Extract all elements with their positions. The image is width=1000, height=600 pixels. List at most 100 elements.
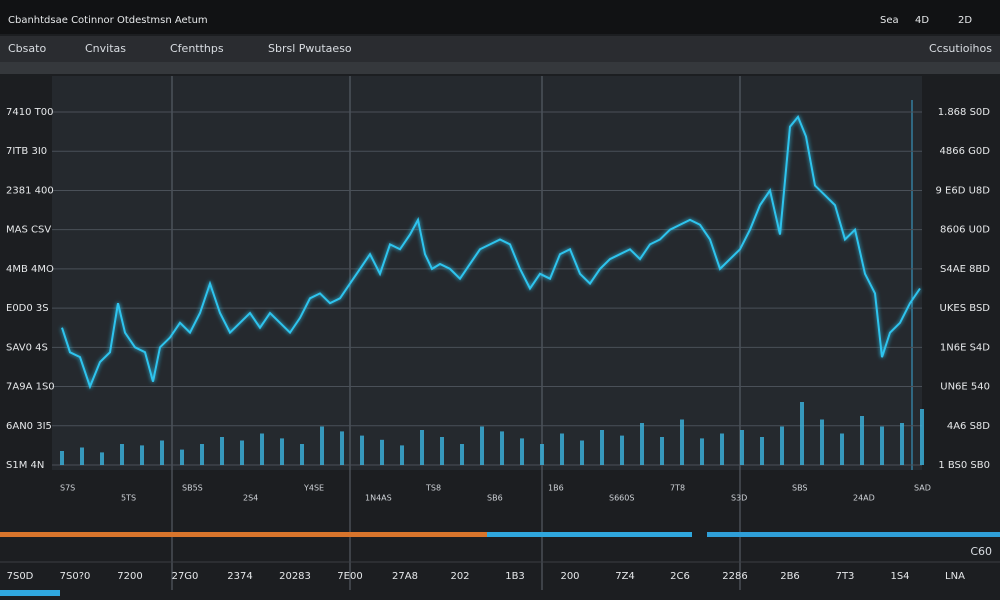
y2-tick-label: UKES BSD xyxy=(940,303,991,314)
price-line xyxy=(61,114,921,390)
timeline-label: 7S0D xyxy=(7,571,34,582)
x-tick-label: 1N4AS xyxy=(365,494,392,503)
y2-tick-label: 1N6E S4D xyxy=(940,342,990,353)
volume-bar xyxy=(460,444,464,465)
volume-bar xyxy=(640,423,644,465)
x-tick-label: 24AD xyxy=(853,494,875,503)
volume-bar xyxy=(380,439,384,465)
volume-bar xyxy=(100,452,104,465)
volume-bar xyxy=(880,426,884,465)
volume-bar xyxy=(140,445,144,465)
volume-bar xyxy=(560,433,564,465)
timeline-label: 2C6 xyxy=(670,571,690,582)
x-tick-label: Y4SE xyxy=(303,484,324,493)
timeline-bar-blue xyxy=(707,532,1000,537)
volume-bar xyxy=(860,416,864,465)
volume-bar xyxy=(900,423,904,465)
volume-bar xyxy=(300,444,304,465)
volume-bar xyxy=(720,433,724,465)
volume-bar xyxy=(360,435,364,465)
volume-bar xyxy=(220,437,224,465)
y-tick-label: 2381 400 xyxy=(6,185,54,196)
volume-bar xyxy=(240,440,244,465)
y-tick-label: SAV0 4S xyxy=(6,342,48,353)
x-tick-label: 5TS xyxy=(121,494,136,503)
volume-bar xyxy=(440,437,444,465)
volume-bar xyxy=(160,440,164,465)
volume-bar xyxy=(420,430,424,465)
timeline-label: 20283 xyxy=(279,571,311,582)
x-tick-label: TS8 xyxy=(425,484,441,493)
timeline-right-label: C60 xyxy=(970,545,992,558)
timeline-label: 2B6 xyxy=(780,571,800,582)
timeline-label: 2286 xyxy=(722,571,747,582)
volume-bar xyxy=(620,435,624,465)
timeline-label: 27A8 xyxy=(392,571,418,582)
x-tick-label: SAD xyxy=(914,484,931,493)
y-tick-label: S1M 4N xyxy=(6,460,44,471)
volume-bar xyxy=(280,438,284,465)
app-title: Cbanhtdsae Cotinnor Otdestmsn Aetum xyxy=(8,15,208,26)
menu-item[interactable]: Sea xyxy=(880,15,899,26)
y2-tick-label: 1.868 S0D xyxy=(938,107,991,118)
toolbar-strip xyxy=(0,62,1000,74)
volume-bar xyxy=(60,451,64,465)
timeline-label: 7S0?0 xyxy=(60,571,91,582)
volume-bar xyxy=(760,437,764,465)
x-tick-label: 1B6 xyxy=(548,484,564,493)
v-grid xyxy=(171,76,913,590)
volume-bar xyxy=(260,433,264,465)
volume-bar xyxy=(540,444,544,465)
tab[interactable]: Cfentthps xyxy=(170,42,224,55)
y-tick-label: 7ITB 3I0 xyxy=(6,146,47,157)
timeline-label: 1B3 xyxy=(505,571,525,582)
menu-item[interactable]: 2D xyxy=(958,15,972,26)
volume-bar xyxy=(320,426,324,465)
y-tick-label: 7A9A 1S0 xyxy=(6,382,55,393)
y2-tick-label: UN6E 540 xyxy=(940,382,990,393)
tab[interactable]: Ccsutioihos xyxy=(929,42,992,55)
timeline-bar-blue xyxy=(487,532,692,537)
volume-bar xyxy=(580,440,584,465)
y2-tick-label: 1 BS0 SB0 xyxy=(938,460,990,471)
timeline-label: 7Z4 xyxy=(615,571,635,582)
plot-area xyxy=(52,76,922,470)
y-tick-label: MAS CSV xyxy=(6,225,51,236)
x-tick-label: SBS xyxy=(792,484,808,493)
volume-bar xyxy=(600,430,604,465)
volume-bar xyxy=(780,426,784,465)
menubar xyxy=(0,0,1000,34)
tab[interactable]: Sbrsl Pwutaeso xyxy=(268,42,352,55)
y2-tick-label: 4A6 S8D xyxy=(947,421,990,432)
y2-tick-label: 4866 G0D xyxy=(940,146,991,157)
timeline-label: LNA xyxy=(945,571,965,582)
volume-bar xyxy=(680,419,684,465)
timeline-label: 202 xyxy=(450,571,469,582)
timeline-label: 7E00 xyxy=(337,571,362,582)
x-tick-label: 2S4 xyxy=(243,494,258,503)
volume-bar xyxy=(840,433,844,465)
y2-tick-label: S4AE 8BD xyxy=(940,264,990,275)
volume-bar xyxy=(480,426,484,465)
tab-bar xyxy=(0,36,1000,62)
timeline-label: 7200 xyxy=(117,571,142,582)
tab[interactable]: Cbsato xyxy=(8,42,46,55)
volume-bar xyxy=(700,438,704,465)
y2-tick-label: 8606 U0D xyxy=(940,225,990,236)
x-tick-label: SB6 xyxy=(487,494,503,503)
tab[interactable]: Cnvitas xyxy=(85,42,126,55)
volume-bar xyxy=(80,447,84,465)
timeline-label: 200 xyxy=(560,571,579,582)
volume-bar xyxy=(500,431,504,465)
volume-bar xyxy=(820,419,824,465)
menu-item[interactable]: 4D xyxy=(915,15,929,26)
x-tick-label: 7T8 xyxy=(670,484,685,493)
scrollbar[interactable] xyxy=(0,590,60,596)
volume-bar xyxy=(200,444,204,465)
timeline-label: 2374 xyxy=(227,571,252,582)
volume-bar xyxy=(520,438,524,465)
volume-bar xyxy=(920,409,924,465)
volume-bar xyxy=(660,437,664,465)
